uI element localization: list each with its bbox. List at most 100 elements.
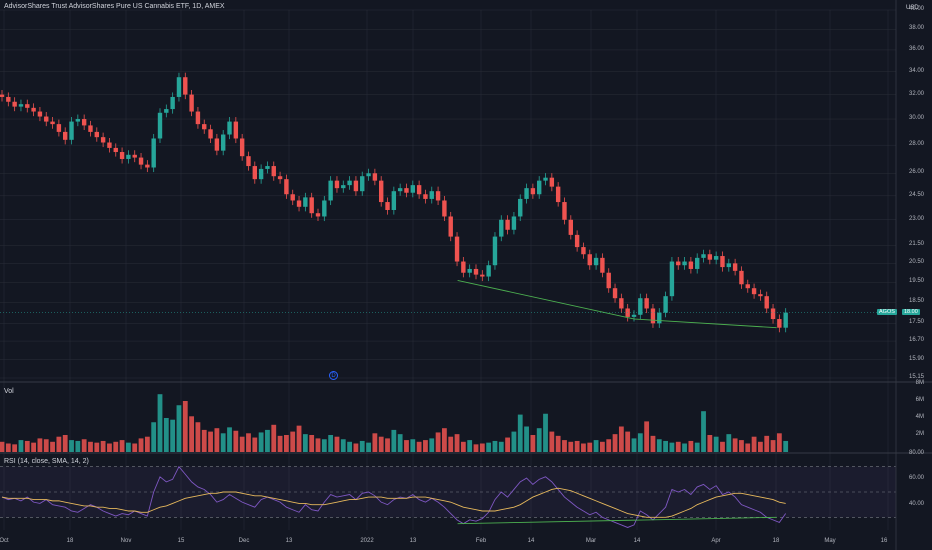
volume-bar xyxy=(435,432,441,452)
trendline xyxy=(457,516,777,525)
candle xyxy=(612,288,618,299)
candle xyxy=(638,298,643,315)
candle xyxy=(252,166,257,180)
price-tick: 23.00 xyxy=(908,215,924,222)
candle xyxy=(303,197,308,207)
price-tick: 21.50 xyxy=(908,241,924,248)
candle xyxy=(574,234,580,248)
candle xyxy=(0,94,5,97)
candle xyxy=(619,298,624,309)
candle xyxy=(505,219,510,230)
candle xyxy=(277,176,283,180)
candle xyxy=(12,101,17,107)
volume-bar xyxy=(201,429,207,452)
volume-bar xyxy=(694,442,700,452)
candle xyxy=(397,188,403,192)
candle xyxy=(126,154,131,159)
volume-bar xyxy=(340,439,346,452)
volume-bar xyxy=(631,438,637,452)
volume-bar xyxy=(151,422,157,452)
time-tick: Feb xyxy=(475,538,487,544)
candle xyxy=(739,270,744,285)
dividend-marker[interactable]: D xyxy=(329,371,338,380)
volume-bar xyxy=(0,441,5,452)
time-tick: 14 xyxy=(633,538,641,544)
candle xyxy=(549,177,555,187)
volume-bar xyxy=(574,440,580,452)
price-tick: 34.00 xyxy=(908,67,924,74)
price-tick: 40.00 xyxy=(908,6,924,12)
rsi-pane-label[interactable]: RSI (14, close, SMA, 14, 2) xyxy=(4,458,89,465)
volume-bar xyxy=(505,437,510,452)
price-tick: 20.50 xyxy=(908,259,924,266)
trendline xyxy=(457,279,635,320)
volume-bar xyxy=(43,439,49,452)
time-tick: 18 xyxy=(772,538,780,544)
volume-bar xyxy=(138,438,144,452)
candle xyxy=(682,261,687,266)
volume-pane-label[interactable]: Vol xyxy=(4,388,14,395)
price-tick: 38.00 xyxy=(908,25,924,32)
time-tick: Dec xyxy=(238,538,250,544)
time-tick: 15 xyxy=(177,538,185,544)
volume-bar xyxy=(252,437,258,452)
candle xyxy=(707,254,713,260)
volume-bar xyxy=(568,441,574,452)
candle xyxy=(81,119,87,126)
volume-bar xyxy=(328,435,334,452)
volume-bar xyxy=(562,440,567,452)
candle xyxy=(214,138,220,151)
volume-bar xyxy=(385,438,390,452)
candle xyxy=(6,96,11,102)
volume-bar xyxy=(100,440,106,452)
candle xyxy=(195,111,201,125)
candle xyxy=(537,180,542,195)
indicator-lines xyxy=(0,279,896,528)
candle xyxy=(353,180,359,192)
volume-bar xyxy=(31,442,36,452)
volume-bar xyxy=(732,438,738,452)
volume-bar xyxy=(612,434,618,452)
volume-bar xyxy=(144,436,150,452)
volume-bar xyxy=(770,440,776,452)
candle xyxy=(56,124,62,132)
candlesticks xyxy=(0,72,788,333)
volume-bar xyxy=(366,442,371,452)
candle xyxy=(688,261,694,269)
rsi-band xyxy=(0,466,896,518)
time-tick: 16 xyxy=(880,538,888,544)
volume-bar xyxy=(157,394,163,452)
volume-bar xyxy=(353,443,359,452)
volume-bar xyxy=(758,441,763,452)
volume-bar xyxy=(644,421,650,452)
time-tick: 14 xyxy=(527,538,535,544)
candle xyxy=(119,152,125,159)
volume-bar xyxy=(50,441,55,452)
volume-bar xyxy=(600,441,605,452)
candle xyxy=(176,77,182,97)
volume-bar xyxy=(227,427,232,452)
volume-bar xyxy=(246,433,251,452)
volume-bar xyxy=(460,441,466,452)
volume-bar xyxy=(290,431,296,452)
volume-bar xyxy=(720,441,725,452)
volume-bar xyxy=(81,439,87,452)
candle xyxy=(524,188,529,199)
volume-tick: 2M xyxy=(915,431,924,437)
candle xyxy=(189,94,194,112)
candle xyxy=(461,261,466,273)
volume-bar xyxy=(75,440,81,452)
candle xyxy=(669,261,675,297)
volume-bar xyxy=(56,436,62,452)
time-tick: 18 xyxy=(66,538,74,544)
time-tick: 2022 xyxy=(360,538,374,544)
time-tick: 13 xyxy=(409,538,417,544)
volume-bar xyxy=(214,428,220,452)
candle xyxy=(480,274,485,277)
volume-bar xyxy=(416,441,422,452)
candle xyxy=(429,191,434,199)
volume-bar xyxy=(745,443,751,452)
candle xyxy=(543,177,548,181)
